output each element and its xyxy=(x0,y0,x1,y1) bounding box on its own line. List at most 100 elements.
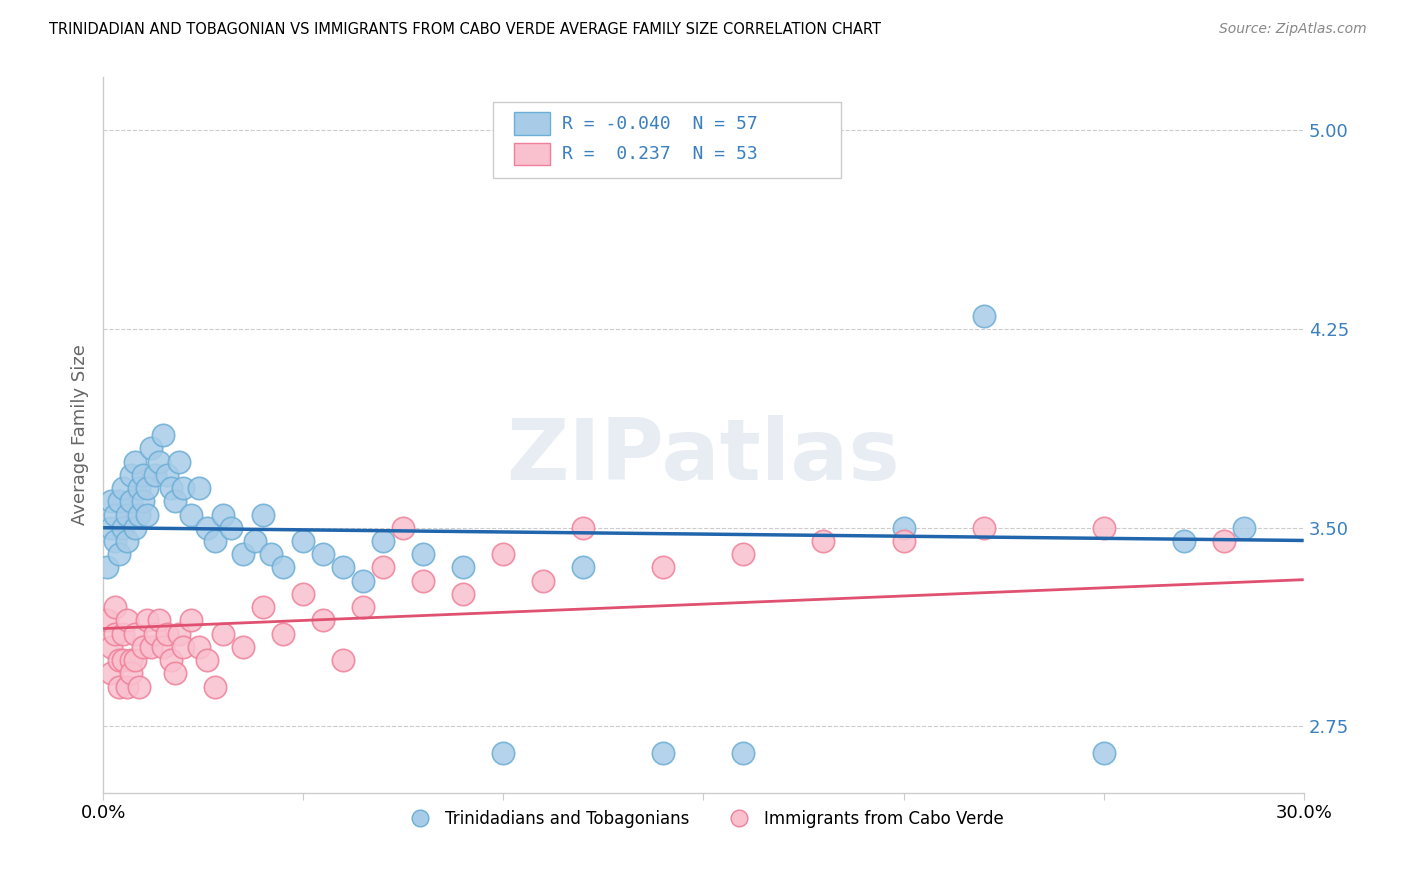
Point xyxy=(108,547,131,561)
Point xyxy=(232,640,254,654)
Point xyxy=(260,547,283,561)
Point xyxy=(152,640,174,654)
Point xyxy=(252,600,274,615)
FancyBboxPatch shape xyxy=(513,143,550,165)
Point xyxy=(148,454,170,468)
Point xyxy=(332,560,354,574)
Text: TRINIDADIAN AND TOBAGONIAN VS IMMIGRANTS FROM CABO VERDE AVERAGE FAMILY SIZE COR: TRINIDADIAN AND TOBAGONIAN VS IMMIGRANTS… xyxy=(49,22,882,37)
Point xyxy=(100,494,122,508)
Point xyxy=(165,666,187,681)
Point xyxy=(120,653,142,667)
Point xyxy=(167,626,190,640)
FancyBboxPatch shape xyxy=(513,112,550,136)
Point xyxy=(733,547,755,561)
Point xyxy=(112,481,135,495)
Point xyxy=(180,614,202,628)
Point xyxy=(100,521,122,535)
Point xyxy=(143,626,166,640)
Point xyxy=(1173,534,1195,549)
Point xyxy=(412,574,434,588)
Point xyxy=(392,521,415,535)
Point xyxy=(141,442,163,456)
Point xyxy=(453,587,475,601)
Point xyxy=(167,454,190,468)
Point xyxy=(100,666,122,681)
Point xyxy=(156,626,179,640)
Text: R = -0.040  N = 57: R = -0.040 N = 57 xyxy=(562,115,758,133)
Point xyxy=(124,454,146,468)
Point xyxy=(453,560,475,574)
Point xyxy=(115,614,138,628)
Point xyxy=(115,508,138,522)
Point xyxy=(373,534,395,549)
Point xyxy=(120,494,142,508)
Point xyxy=(120,666,142,681)
Point xyxy=(112,521,135,535)
Point xyxy=(148,614,170,628)
Point xyxy=(232,547,254,561)
Point xyxy=(132,494,155,508)
Point xyxy=(252,508,274,522)
Point xyxy=(652,560,675,574)
Point xyxy=(531,574,554,588)
Point xyxy=(1092,746,1115,760)
Point xyxy=(104,600,127,615)
Point xyxy=(143,467,166,482)
Point xyxy=(188,481,211,495)
Point xyxy=(312,614,335,628)
Point xyxy=(195,521,218,535)
Point xyxy=(572,521,595,535)
Point xyxy=(128,481,150,495)
Point xyxy=(136,614,159,628)
Point xyxy=(271,560,294,574)
Point xyxy=(112,626,135,640)
Point xyxy=(492,547,515,561)
Point xyxy=(893,534,915,549)
Point xyxy=(245,534,267,549)
Point xyxy=(292,587,315,601)
Text: R =  0.237  N = 53: R = 0.237 N = 53 xyxy=(562,145,758,163)
Point xyxy=(128,680,150,694)
Point xyxy=(973,309,995,323)
Point xyxy=(219,521,242,535)
Point xyxy=(141,640,163,654)
Point xyxy=(104,508,127,522)
Point xyxy=(100,640,122,654)
Point xyxy=(1212,534,1234,549)
Point xyxy=(108,494,131,508)
Point xyxy=(132,467,155,482)
Point xyxy=(152,428,174,442)
Point xyxy=(96,614,118,628)
Point xyxy=(292,534,315,549)
Point xyxy=(172,640,194,654)
Point xyxy=(160,653,183,667)
Point xyxy=(172,481,194,495)
Point xyxy=(195,653,218,667)
Point xyxy=(156,467,179,482)
Point xyxy=(180,508,202,522)
Point xyxy=(115,534,138,549)
Point xyxy=(136,481,159,495)
Point xyxy=(973,521,995,535)
Point xyxy=(271,626,294,640)
Y-axis label: Average Family Size: Average Family Size xyxy=(72,344,89,525)
Point xyxy=(212,508,235,522)
Point xyxy=(813,534,835,549)
Point xyxy=(412,547,434,561)
Point xyxy=(352,600,374,615)
Text: Source: ZipAtlas.com: Source: ZipAtlas.com xyxy=(1219,22,1367,37)
Point xyxy=(1092,521,1115,535)
Point xyxy=(893,521,915,535)
Point xyxy=(212,626,235,640)
Point xyxy=(312,547,335,561)
Point xyxy=(1233,521,1256,535)
Point xyxy=(165,494,187,508)
Point xyxy=(572,560,595,574)
Point xyxy=(124,626,146,640)
Point xyxy=(108,680,131,694)
Point xyxy=(132,640,155,654)
Point xyxy=(652,746,675,760)
Point xyxy=(120,467,142,482)
Text: ZIPatlas: ZIPatlas xyxy=(506,415,900,498)
Point xyxy=(373,560,395,574)
